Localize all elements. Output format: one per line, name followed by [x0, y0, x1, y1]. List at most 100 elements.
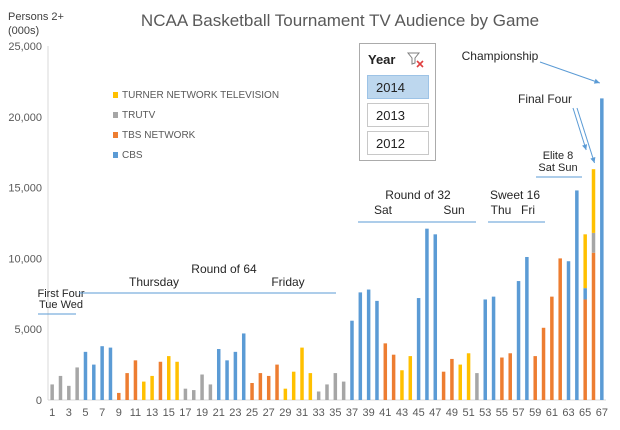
legend-entry: TURNER NETWORK TELEVISION — [122, 90, 279, 101]
annotation-sweet-16: Sweet 16 — [490, 188, 540, 202]
bar-game-15-turner-network-television — [167, 356, 171, 400]
bar-game-38-cbs — [358, 292, 363, 400]
slicer-option-label: 2014 — [376, 80, 405, 95]
annotation-sat-32: Sat — [374, 203, 393, 217]
bar-game-10-tbs-network — [125, 373, 129, 400]
legend-swatch — [113, 132, 118, 138]
year-slicer: Year 2014 2013 2012 — [359, 43, 436, 161]
legend-entry: CBS — [122, 150, 143, 161]
bar-series — [50, 98, 604, 400]
y-axis-label-line-2: (000s) — [8, 25, 39, 37]
x-tick-label: 39 — [363, 407, 375, 419]
bar-game-65-tbs-network — [583, 299, 587, 400]
bar-game-42-tbs-network — [391, 354, 396, 400]
x-tick-label: 21 — [213, 407, 225, 419]
x-tick-label: 53 — [479, 407, 491, 419]
bar-game-13-turner-network-television — [150, 375, 154, 400]
x-tick-label: 55 — [496, 407, 508, 419]
annotation-thursday: Thursday — [129, 275, 179, 289]
bar-game-12-turner-network-television — [142, 381, 146, 400]
x-tick-label: 9 — [116, 407, 122, 419]
bar-game-50-turner-network-television — [458, 364, 463, 400]
x-tick-label: 3 — [66, 407, 72, 419]
bar-game-25-tbs-network — [250, 383, 254, 400]
bar-game-66-tbs-network — [591, 252, 596, 400]
bar-game-64-cbs — [575, 190, 579, 400]
x-tick-label: 15 — [163, 407, 175, 419]
bar-game-34-trutv — [325, 384, 329, 400]
x-tick-label: 29 — [279, 407, 291, 419]
bar-game-53-cbs — [483, 299, 487, 400]
y-tick-label: 20,000 — [8, 112, 42, 124]
bar-game-17-trutv — [183, 388, 188, 400]
legend-swatch — [113, 152, 118, 158]
bar-game-22-cbs — [225, 360, 229, 400]
bar-game-46-cbs — [425, 228, 429, 400]
bar-game-9-tbs-network — [117, 392, 121, 400]
x-tick-label: 23 — [229, 407, 241, 419]
bar-game-43-turner-network-television — [400, 370, 404, 400]
x-tick-label: 59 — [529, 407, 541, 419]
bar-game-49-tbs-network — [450, 358, 454, 400]
slicer-option-2012[interactable]: 2012 — [367, 131, 429, 155]
y-axis-label-line-1: Persons 2+ — [8, 11, 64, 23]
bar-game-61-tbs-network — [550, 296, 554, 400]
x-tick-label: 19 — [196, 407, 208, 419]
bar-game-60-tbs-network — [541, 327, 546, 400]
bar-game-7-cbs — [100, 346, 104, 400]
annotation-final-four-arrow-1 — [572, 107, 587, 151]
bar-game-55-tbs-network — [500, 357, 504, 400]
x-tick-label: 7 — [99, 407, 105, 419]
bar-game-24-cbs — [241, 333, 246, 400]
bar-game-65-turner-network-television — [583, 234, 587, 289]
x-tick-label: 45 — [412, 407, 424, 419]
bar-game-30-turner-network-television — [291, 371, 296, 400]
legend-swatch — [113, 92, 118, 98]
bar-game-33-trutv — [316, 391, 321, 400]
y-tick-label: 0 — [36, 395, 42, 407]
annotation-championship-arrow — [539, 61, 601, 84]
bar-game-2-trutv — [58, 375, 63, 400]
annotation-elite-8-days: Sat Sun — [538, 162, 577, 174]
y-tick-label: 5,000 — [14, 324, 42, 336]
bar-game-52-trutv — [475, 373, 479, 400]
y-tick-label: 25,000 — [8, 41, 42, 53]
slicer-option-label: 2013 — [376, 108, 405, 123]
bar-game-31-turner-network-television — [300, 347, 304, 400]
x-tick-label: 1 — [49, 407, 55, 419]
annotation-elite-8: Elite 8 — [543, 150, 574, 162]
bar-game-39-cbs — [366, 289, 371, 400]
bar-game-67-cbs — [600, 98, 604, 400]
slicer-option-2014[interactable]: 2014 — [367, 75, 429, 99]
bar-game-26-tbs-network — [258, 373, 263, 400]
bar-game-19-trutv — [200, 374, 204, 400]
y-tick-label: 10,000 — [8, 253, 42, 265]
annotation-championship-arrow-head — [593, 78, 600, 84]
y-tick-label: 15,000 — [8, 183, 42, 195]
bar-game-21-cbs — [216, 349, 221, 400]
bar-game-44-turner-network-television — [408, 356, 413, 400]
bar-game-62-tbs-network — [558, 258, 562, 400]
x-tick-label: 37 — [346, 407, 358, 419]
annotation-friday: Friday — [271, 275, 304, 289]
annotation-round-of-32: Round of 32 — [385, 188, 451, 202]
bar-game-16-turner-network-television — [175, 361, 179, 400]
x-tick-label: 67 — [596, 407, 608, 419]
clear-filter-icon[interactable] — [406, 51, 426, 69]
bar-game-8-cbs — [108, 347, 113, 400]
bar-game-32-turner-network-television — [308, 373, 313, 400]
legend-entry: TRUTV — [122, 110, 156, 121]
bar-game-59-tbs-network — [533, 356, 537, 400]
bar-game-48-tbs-network — [441, 371, 446, 400]
legend-entry: TBS NETWORK — [122, 130, 196, 141]
bar-game-37-cbs — [350, 320, 354, 400]
bar-game-41-tbs-network — [383, 343, 388, 400]
annotation-round-of-64: Round of 64 — [191, 262, 257, 276]
x-tick-label: 13 — [146, 407, 158, 419]
slicer-header: Year — [368, 52, 396, 67]
bar-game-63-cbs — [566, 261, 571, 400]
x-tick-label: 31 — [296, 407, 308, 419]
slicer-option-2013[interactable]: 2013 — [367, 103, 429, 127]
bar-game-36-trutv — [341, 381, 346, 400]
